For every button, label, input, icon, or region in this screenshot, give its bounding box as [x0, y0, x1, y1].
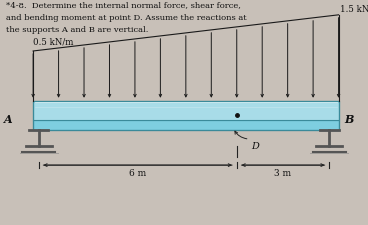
Text: A: A [4, 113, 13, 124]
Bar [33, 120, 339, 130]
Text: *4-8.  Determine the internal normal force, shear force,: *4-8. Determine the internal normal forc… [6, 1, 240, 9]
Text: and bending moment at point D. Assume the reactions at: and bending moment at point D. Assume th… [6, 14, 246, 21]
Text: B: B [344, 113, 353, 124]
Bar [33, 101, 339, 130]
Text: D: D [251, 142, 259, 151]
Text: 6 m: 6 m [129, 168, 146, 177]
Text: 1.5 kN/m: 1.5 kN/m [340, 4, 368, 13]
Text: the supports A and B are vertical.: the supports A and B are vertical. [6, 26, 148, 34]
Text: 0.5 kN/m: 0.5 kN/m [33, 37, 74, 46]
Text: 3 m: 3 m [275, 168, 291, 177]
Bar [33, 101, 339, 120]
